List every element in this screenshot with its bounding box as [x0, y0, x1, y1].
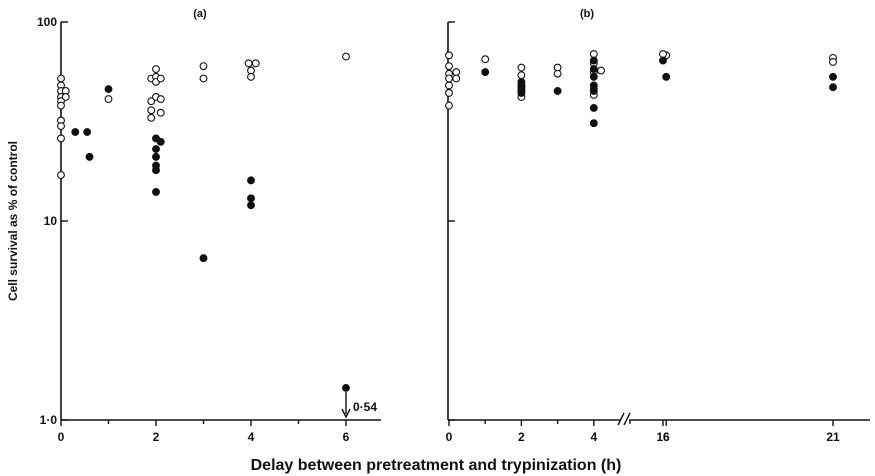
x-tick-label: 4 — [248, 430, 255, 444]
panel-b-open-point — [453, 75, 460, 82]
x-tick-label: 2 — [518, 430, 525, 444]
panel-b-open-point — [446, 102, 453, 109]
x-tick-label: 16 — [656, 430, 670, 444]
panel-a-points — [58, 53, 350, 391]
panel-a-open-point — [153, 66, 160, 73]
panel-a-open-point — [148, 107, 155, 114]
panel-b-open-point — [830, 59, 837, 66]
panel-b-open-point — [446, 52, 453, 59]
x-tick-label: 4 — [590, 430, 597, 444]
panel-b-open-point — [598, 67, 605, 74]
panel-a-filled-point — [105, 86, 112, 93]
panel-b-filled-point — [663, 73, 670, 80]
panel-a-open-point — [58, 123, 65, 130]
panel-a-open-point — [58, 75, 65, 82]
panel-a-annotation: 0·54 — [342, 392, 377, 417]
panel-b-filled-point — [660, 57, 667, 64]
panel-b-filled-point — [482, 69, 489, 76]
panel-a-filled-point — [72, 129, 79, 136]
axis-break-marker — [618, 410, 630, 430]
panel-b-open-point — [446, 82, 453, 89]
y-tick-label: 100 — [37, 15, 57, 29]
x-tick-label: 21 — [826, 430, 840, 444]
panel-b-filled-point — [590, 120, 597, 127]
panel-a: (a) 100 10 1·0 0 2 4 6 0·54 — [37, 8, 381, 444]
panel-a-open-point — [245, 60, 252, 67]
panel-a-filled-point — [153, 146, 160, 153]
panel-a-filled-point — [153, 189, 160, 196]
x-tick-label: 0 — [58, 430, 65, 444]
panel-a-filled-point — [84, 129, 91, 136]
panel-b-open-point — [446, 75, 453, 82]
y-tick-label: 1·0 — [40, 413, 58, 427]
panel-a-open-point — [252, 60, 259, 67]
panel-a-filled-point — [343, 384, 350, 391]
panel-a-open-point — [148, 114, 155, 121]
panel-a-open-point — [157, 109, 164, 116]
panel-a-filled-point — [153, 167, 160, 174]
panel-b-open-point — [446, 63, 453, 70]
panel-b-open-point — [660, 51, 667, 58]
panel-b-points — [446, 37, 875, 127]
panel-b-x-ticks: 0246162124 — [446, 420, 875, 444]
panel-b-filled-point — [590, 88, 597, 95]
panel-a-label: (a) — [193, 8, 207, 20]
panel-a-filled-point — [157, 138, 164, 145]
panel-b: (b) 0246162124 — [446, 8, 875, 444]
panel-b-filled-point — [830, 73, 837, 80]
panel-b-filled-point — [830, 84, 837, 91]
y-tick-label: 10 — [44, 214, 58, 228]
y-axis-label: Cell survival as % of control — [6, 141, 20, 301]
panel-a-open-point — [248, 73, 255, 80]
panel-a-open-point — [58, 102, 65, 109]
panel-b-filled-point — [590, 66, 597, 73]
panel-b-label: (b) — [580, 8, 594, 20]
panel-a-filled-point — [248, 195, 255, 202]
panel-b-open-point — [518, 64, 525, 71]
panel-a-filled-point — [248, 202, 255, 209]
panel-a-open-point — [62, 94, 69, 101]
panel-a-open-point — [58, 172, 65, 179]
panel-b-open-point — [446, 90, 453, 97]
panel-a-filled-point — [248, 177, 255, 184]
panel-b-open-point — [482, 56, 489, 63]
panel-a-filled-point — [200, 255, 207, 262]
x-tick-label: 6 — [343, 430, 350, 444]
x-tick-label: 2 — [153, 430, 160, 444]
panel-b-open-point — [554, 70, 561, 77]
panel-a-x-ticks: 0 2 4 6 — [58, 420, 350, 444]
panel-a-filled-point — [153, 153, 160, 160]
panel-b-open-point — [453, 69, 460, 76]
x-axis-label: Delay between pretreatment and trypiniza… — [251, 457, 622, 474]
panel-b-filled-point — [590, 105, 597, 112]
panel-b-filled-point — [590, 73, 597, 80]
panel-a-open-point — [157, 96, 164, 103]
panel-a-open-point — [105, 96, 112, 103]
panel-b-filled-point — [590, 57, 597, 64]
panel-b-open-point — [518, 72, 525, 79]
panel-b-filled-point — [518, 90, 525, 97]
panel-a-open-point — [157, 75, 164, 82]
panel-a-open-point — [58, 135, 65, 142]
panel-a-filled-point — [86, 153, 93, 160]
panel-b-open-point — [590, 51, 597, 58]
panel-a-open-point — [200, 75, 207, 82]
panel-a-open-point — [343, 53, 350, 60]
annotation-label: 0·54 — [353, 400, 377, 414]
x-tick-label: 0 — [446, 430, 453, 444]
panel-a-open-point — [200, 63, 207, 70]
panel-b-filled-point — [554, 88, 561, 95]
